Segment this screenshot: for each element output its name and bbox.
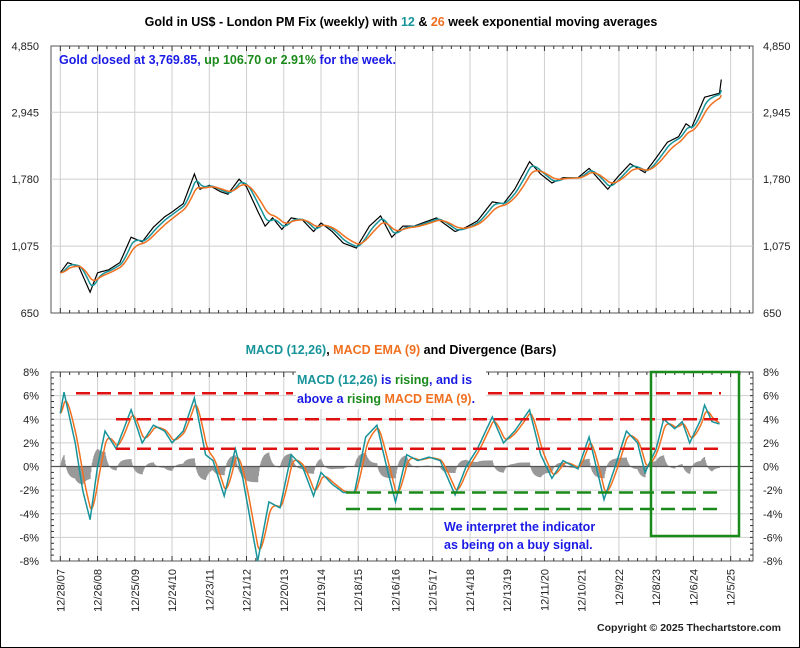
macd-y-tick-label-left: -6% [19, 532, 39, 544]
buy-signal-annotation: as being on a buy signal. [444, 538, 593, 552]
x-tick-label: 12/8/23 [651, 569, 663, 606]
highlight-box [649, 370, 741, 538]
macd-y-tick-label-right: 8% [763, 367, 779, 379]
macd-annotation-line2-part: . [472, 392, 475, 406]
macd-line [59, 391, 720, 562]
price-chart-title-part: & [415, 15, 431, 29]
price-chart-title-part: 26 [431, 15, 445, 29]
gold-price-line [59, 79, 722, 294]
macd-y-tick-label-right: 4% [763, 414, 779, 426]
macd-y-tick-label-left: -2% [19, 485, 39, 497]
macd-y-tick-label-right: 6% [763, 391, 779, 403]
ema12-line [60, 89, 723, 287]
price-annotation-part: for the week. [316, 53, 396, 67]
macd-y-tick-label-left: 6% [23, 391, 39, 403]
x-tick-label: 12/20/13 [279, 569, 291, 612]
price-annotation: Gold closed at 3,769.85, up 106.70 or 2.… [59, 53, 396, 67]
macd-y-tick-label-right: -8% [763, 556, 783, 568]
x-tick-label: 12/18/15 [353, 569, 365, 612]
x-tick-label: 12/21/12 [242, 569, 254, 612]
price-y-tick-label-right: 1,075 [763, 241, 791, 253]
macd-annotation-line1-part: MACD (12,26) [297, 373, 378, 387]
copyright-text: Copyright © 2025 Thechartstore.com [597, 622, 781, 634]
ema26-line [60, 94, 722, 282]
x-tick-label: 12/16/16 [390, 569, 402, 612]
macd-y-tick-label-left: 8% [23, 367, 39, 379]
price-chart-title-part: week exponential moving averages [445, 15, 658, 29]
price-annotation-part: Gold closed at 3,769.85, [59, 53, 204, 67]
macd-chart-title-part: and Divergence (Bars) [420, 343, 556, 357]
price-annotation-part: up 106.70 or 2.91% [204, 53, 316, 67]
macd-chart-title-part: , [326, 343, 333, 357]
macd-chart-title-part: MACD EMA (9) [333, 343, 420, 357]
x-tick-label: 12/10/21 [577, 569, 589, 612]
macd-y-tick-label-right: -4% [763, 509, 783, 521]
macd-y-tick-label-left: 2% [23, 438, 39, 450]
x-tick-label: 12/26/08 [93, 569, 105, 612]
x-tick-label: 12/13/19 [502, 569, 514, 612]
price-y-tick-label-right: 2,945 [763, 107, 791, 119]
price-y-tick-label-left: 650 [21, 308, 39, 320]
price-y-tick-label-left: 1,075 [11, 241, 39, 253]
price-y-tick-label-right: 4,850 [763, 41, 791, 53]
price-y-tick-label-right: 650 [763, 308, 781, 320]
macd-annotation-line1-part: rising [395, 373, 429, 387]
macd-y-tick-label-left: -8% [19, 556, 39, 568]
macd-annotation-line2-part: rising [347, 392, 385, 406]
macd-ema-line [59, 400, 720, 550]
x-tick-label: 12/6/24 [688, 569, 700, 606]
macd-y-tick-label-right: -6% [763, 532, 783, 544]
macd-chart-title: MACD (12,26), MACD EMA (9) and Divergenc… [246, 343, 557, 357]
price-chart-title-part: Gold in US$ - London PM Fix (weekly) wit… [145, 15, 401, 29]
price-y-tick-label-left: 1,780 [11, 174, 39, 186]
buy-signal-annotation: We interpret the indicator [444, 520, 595, 534]
x-tick-label: 12/24/10 [167, 569, 179, 612]
x-tick-label: 12/23/11 [204, 569, 216, 611]
price-y-tick-label-right: 1,780 [763, 174, 791, 186]
macd-y-tick-label-left: 0% [23, 462, 39, 474]
macd-annotation-line2-part: above a [297, 392, 347, 406]
x-tick-label: 12/15/17 [428, 569, 440, 612]
price-y-tick-label-left: 2,945 [11, 107, 39, 119]
macd-annotation-line2: above a rising MACD EMA (9). [297, 392, 475, 406]
x-tick-label: 12/28/07 [55, 569, 67, 612]
macd-annotation-line1-part: , and is [429, 373, 472, 387]
macd-y-tick-label-right: -2% [763, 485, 783, 497]
x-tick-label: 12/25/09 [130, 569, 142, 612]
macd-annotation-line2-part: MACD EMA (9) [385, 392, 472, 406]
x-tick-label: 12/9/22 [614, 569, 626, 606]
macd-chart-title-part: MACD (12,26) [246, 343, 327, 357]
x-tick-label: 12/19/14 [316, 569, 328, 612]
macd-y-tick-label-left: -4% [19, 509, 39, 521]
x-tick-label: 12/14/18 [465, 569, 477, 612]
price-chart-title-part: 12 [401, 15, 415, 29]
macd-y-tick-label-right: 0% [763, 462, 779, 474]
price-chart-title: Gold in US$ - London PM Fix (weekly) wit… [145, 15, 658, 29]
x-tick-label: 12/5/25 [726, 569, 738, 606]
macd-y-tick-label-right: 2% [763, 438, 779, 450]
macd-annotation-line1: MACD (12,26) is rising, and is [297, 373, 472, 387]
x-tick-label: 12/11/20 [539, 569, 551, 611]
price-y-tick-label-left: 4,850 [11, 41, 39, 53]
macd-annotation-line1-part: is [378, 373, 395, 387]
annotation-bg [296, 369, 486, 409]
macd-y-tick-label-left: 4% [23, 414, 39, 426]
